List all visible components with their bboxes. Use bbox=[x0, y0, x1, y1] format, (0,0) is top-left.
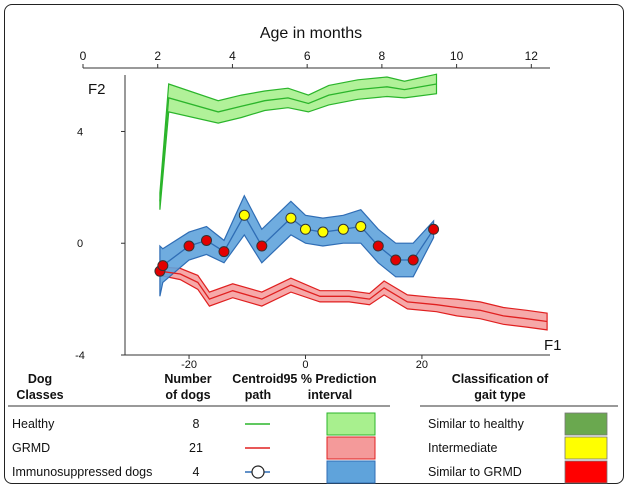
f2-tick-label: 4 bbox=[77, 126, 83, 138]
legend-header-line: Dog bbox=[28, 372, 52, 386]
gait-swatch bbox=[564, 460, 608, 484]
gait-swatch bbox=[564, 436, 608, 460]
legend-table: Dog Classes Number of dogs Centroid path 95 % … bbox=[8, 372, 618, 484]
f1-tick-label: -20 bbox=[181, 359, 197, 371]
band-healthy bbox=[159, 73, 438, 210]
legend-row-marker bbox=[251, 465, 265, 479]
legend-row-name: Healthy bbox=[12, 417, 55, 431]
gait-label: Similar to GRMD bbox=[428, 465, 522, 479]
centroid-point bbox=[218, 246, 230, 258]
legend-header-line: gait type bbox=[474, 388, 525, 402]
f2-tick-label: 0 bbox=[77, 238, 83, 250]
age-tick-label: 12 bbox=[525, 49, 539, 63]
gait-swatch bbox=[564, 412, 608, 436]
path-grmd bbox=[159, 270, 548, 323]
centroid-point bbox=[285, 212, 297, 224]
legend-header-line: path bbox=[245, 388, 271, 402]
legend-row-count: 4 bbox=[193, 465, 200, 479]
legend-row-swatch bbox=[326, 460, 376, 484]
age-tick-label: 0 bbox=[80, 49, 87, 63]
centroid-point bbox=[201, 234, 213, 246]
centroid-point bbox=[390, 254, 402, 266]
centroid-point bbox=[372, 240, 384, 252]
centroid-point bbox=[256, 240, 268, 252]
centroid-point bbox=[355, 220, 367, 232]
legend-header: Centroid path bbox=[232, 372, 283, 402]
age-axis-title: Age in months bbox=[260, 25, 362, 42]
path-healthy bbox=[159, 83, 437, 202]
legend-header-line: Number bbox=[164, 372, 211, 386]
age-tick-label: 6 bbox=[304, 49, 311, 63]
band-grmd bbox=[159, 266, 548, 331]
band-immunosuppressed-dogs bbox=[159, 194, 435, 297]
legend-row-swatch bbox=[326, 436, 376, 460]
centroid-point bbox=[299, 223, 311, 235]
legend-header-line: of dogs bbox=[165, 388, 210, 402]
legend-header: Number of dogs bbox=[164, 372, 211, 402]
age-tick-label: 4 bbox=[229, 49, 236, 63]
centroid-point bbox=[238, 209, 250, 221]
f2-tick-label: -4 bbox=[75, 350, 85, 362]
figure-frame bbox=[4, 4, 624, 484]
age-tick-label: 8 bbox=[379, 49, 386, 63]
centroid-paths bbox=[159, 83, 548, 323]
age-tick-label: 10 bbox=[450, 49, 464, 63]
centroid-point bbox=[407, 254, 419, 266]
centroid-point bbox=[337, 223, 349, 235]
legend-header-line: interval bbox=[308, 388, 352, 402]
f1-tick-label: 0 bbox=[302, 359, 308, 371]
f2-axis-label: F2 bbox=[88, 81, 106, 98]
legend-header: Classification of gait type bbox=[452, 372, 549, 402]
gait-label: Similar to healthy bbox=[428, 417, 525, 431]
centroid-point bbox=[157, 260, 169, 272]
legend-header: Dog Classes bbox=[16, 372, 63, 402]
path-immunosuppressed-dogs bbox=[159, 213, 435, 272]
centroid-point bbox=[428, 223, 440, 235]
f1-axis-label: F1 bbox=[544, 337, 562, 354]
f1-tick-label: 20 bbox=[416, 359, 428, 371]
legend-header-line: Classes bbox=[16, 388, 63, 402]
axes bbox=[82, 64, 550, 359]
centroid-point bbox=[183, 240, 195, 252]
legend-header-line: 95 % Prediction bbox=[283, 372, 376, 386]
legend-row-count: 8 bbox=[193, 417, 200, 431]
centroid-point bbox=[317, 226, 329, 238]
legend-row-swatch bbox=[326, 412, 376, 436]
age-tick-label: 2 bbox=[154, 49, 161, 63]
prediction-bands bbox=[159, 73, 548, 331]
gait-label: Intermediate bbox=[428, 441, 498, 455]
legend-row-name: Immunosuppressed dogs bbox=[12, 465, 152, 479]
legend-header-line: Centroid bbox=[232, 372, 283, 386]
centroid-markers bbox=[154, 209, 440, 277]
legend-row-count: 21 bbox=[189, 441, 203, 455]
legend-header-line: Classification of bbox=[452, 372, 549, 386]
legend-row-name: GRMD bbox=[12, 441, 50, 455]
axis-labels: Age in months 0 2 4 6 8 10 12 F2 4 0 -4 F1 -20 0 20 bbox=[75, 25, 561, 371]
legend-header: 95 % Prediction interval bbox=[283, 372, 376, 402]
